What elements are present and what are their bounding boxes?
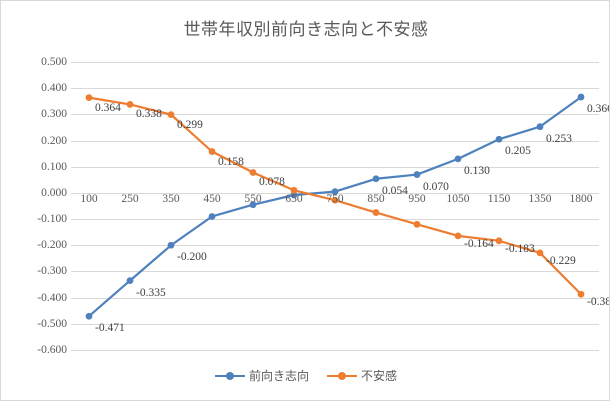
data-point (85, 94, 93, 102)
data-point (454, 232, 462, 240)
x-axis-tick-label: 450 (203, 193, 221, 205)
legend-label: 前向き志向 (248, 369, 309, 383)
series-layer (85, 93, 585, 320)
data-point (536, 123, 544, 131)
y-axis-tick-label: 0.300 (41, 108, 67, 121)
gridline (71, 166, 599, 168)
data-point-label: 0.338 (136, 108, 162, 121)
data-point (331, 196, 339, 204)
data-point-label: 0.070 (423, 180, 449, 193)
data-point (126, 277, 134, 285)
x-axis-tick-label: 1800 (569, 193, 593, 205)
gridline (71, 88, 599, 90)
legend-marker-icon (214, 371, 245, 381)
data-point (85, 312, 93, 320)
x-axis-tick-label: 950 (408, 193, 426, 205)
data-point-label: -0.229 (546, 254, 576, 267)
y-axis-tick-label: -0.200 (37, 239, 67, 252)
gridline (71, 62, 599, 63)
gridline (71, 245, 599, 247)
data-point (290, 186, 298, 194)
data-point (167, 111, 175, 119)
x-axis-tick-label: 1150 (487, 193, 511, 205)
y-axis-tick-label: -0.500 (37, 317, 67, 330)
data-point-label: 0.158 (218, 155, 244, 168)
data-point (167, 241, 175, 249)
y-axis-tick-label: -0.100 (37, 213, 67, 226)
data-point-label: -0.183 (505, 242, 535, 255)
data-point-label: -0.335 (136, 286, 166, 299)
data-point-label: 0.078 (259, 176, 285, 189)
legend-label: 不安感 (361, 369, 398, 383)
legend-item-0[interactable]: 前向き志向 (214, 367, 309, 384)
data-point-label: 0.054 (382, 184, 408, 197)
data-point (495, 135, 503, 143)
legend-item-1[interactable]: 不安感 (327, 367, 397, 384)
x-axis-tick-label: 350 (162, 193, 180, 205)
data-point (577, 93, 585, 101)
x-axis-tick-label: 1350 (528, 193, 552, 205)
x-axis-tick-label: 850 (367, 193, 385, 205)
x-axis-tick-label: 100 (80, 193, 98, 205)
gridline (71, 114, 599, 116)
data-point (372, 209, 380, 216)
data-point (495, 237, 503, 245)
y-axis-tick-label: -0.300 (37, 265, 67, 278)
data-point-label: -0.387 (587, 296, 609, 309)
data-point-label: -0.164 (464, 237, 494, 250)
plot-area: -0.471 -0.335 -0.200 0.054 0.070 0.130 0.205 0.… (71, 62, 609, 351)
data-point (208, 148, 216, 155)
data-point (413, 220, 421, 228)
chart-legend: 前向き志向 不安感 (1, 367, 609, 384)
x-axis-tick-label: 1050 (446, 193, 470, 205)
gridline (71, 140, 599, 142)
data-point-label: 0.299 (177, 118, 203, 131)
gridline (71, 350, 599, 351)
y-axis-labels: 0.500 0.400 0.300 0.200 0.100 0.000 -0.100 -0.2… (1, 56, 67, 356)
gridline (71, 297, 599, 299)
y-axis-tick-label: 0.000 (41, 186, 67, 199)
data-point-label: -0.471 (95, 322, 125, 335)
data-point-label: 0.364 (95, 101, 121, 114)
data-point (249, 169, 257, 176)
x-axis-tick-label: 550 (244, 193, 262, 205)
x-axis-labels: 100 250 350 450 550 650 750 850 950 1050 1150 1350 1… (71, 193, 599, 213)
x-axis-tick-label: 250 (121, 193, 139, 205)
data-point (536, 249, 544, 257)
y-axis-tick-label: 0.500 (41, 56, 67, 68)
data-point (126, 101, 134, 108)
chart-title: 世帯年収別前向き志向と不安感 (183, 20, 429, 39)
y-axis-tick-label: 0.200 (41, 134, 67, 147)
gridline (71, 271, 599, 273)
data-point-label: 0.366 (587, 103, 609, 116)
data-point-label: 0.253 (546, 132, 572, 145)
data-point-label: 0.130 (464, 164, 490, 177)
legend-marker-icon (327, 371, 357, 381)
data-point (413, 171, 421, 178)
x-axis-tick-label: 650 (285, 193, 303, 205)
data-point (208, 213, 216, 220)
y-axis-tick-label: -0.600 (37, 344, 67, 356)
y-axis-tick-label: 0.100 (41, 160, 67, 173)
data-point-label: -0.200 (177, 251, 207, 264)
gridline (71, 219, 599, 221)
x-axis-tick-label: 750 (326, 193, 344, 205)
data-point (290, 191, 298, 199)
y-axis-tick-label: 0.400 (41, 82, 67, 95)
data-point (454, 155, 462, 163)
data-point (372, 175, 380, 183)
data-point (331, 188, 339, 195)
data-point (249, 201, 257, 209)
gridline (71, 323, 599, 325)
y-axis-tick-label: -0.400 (37, 291, 67, 304)
data-point (577, 290, 585, 298)
data-point-label: 0.205 (505, 145, 531, 158)
